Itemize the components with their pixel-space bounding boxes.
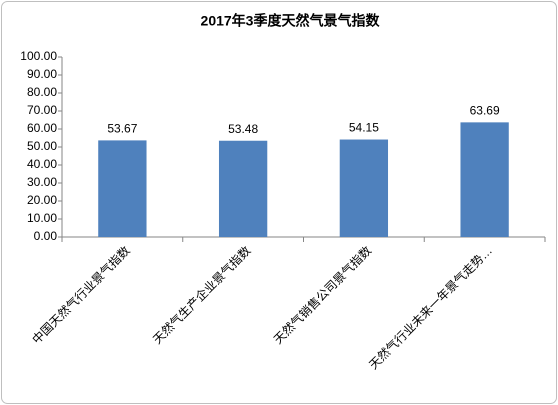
data-label: 63.69 [470, 104, 500, 118]
data-label: 53.48 [228, 122, 258, 136]
y-tick-label: 100.00 [20, 49, 57, 63]
chart-title: 2017年3季度天然气景气指数 [201, 13, 381, 29]
y-tick-label: 30.00 [27, 175, 57, 189]
y-tick-label: 10.00 [27, 211, 57, 225]
y-tick-label: 70.00 [27, 103, 57, 117]
bar [460, 122, 509, 237]
bar [98, 140, 147, 237]
bar [218, 140, 268, 237]
y-tick-label: 20.00 [27, 193, 57, 207]
data-label: 53.67 [107, 122, 137, 136]
y-tick-label: 90.00 [27, 67, 57, 81]
y-tick-label: 40.00 [27, 157, 57, 171]
y-tick-label: 80.00 [27, 85, 57, 99]
data-label: 54.15 [349, 121, 379, 135]
y-tick-label: 0.00 [34, 229, 58, 243]
bar [339, 139, 389, 237]
y-tick-label: 60.00 [27, 121, 57, 135]
y-tick-label: 50.00 [27, 139, 57, 153]
